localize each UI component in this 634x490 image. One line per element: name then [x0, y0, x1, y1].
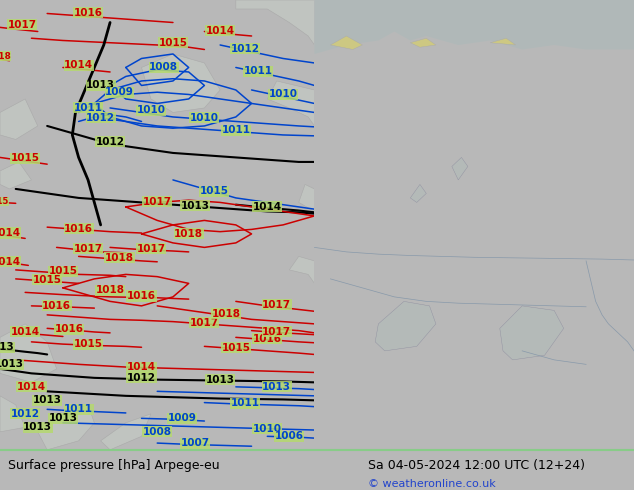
- Polygon shape: [0, 324, 56, 382]
- Text: 1009: 1009: [168, 414, 197, 423]
- Text: 1018: 1018: [96, 285, 124, 295]
- Text: 1018: 1018: [0, 52, 11, 61]
- Polygon shape: [410, 38, 436, 47]
- Polygon shape: [38, 405, 94, 450]
- Text: 1016: 1016: [127, 291, 156, 301]
- Text: 1010: 1010: [269, 90, 297, 99]
- Text: 1018: 1018: [105, 253, 134, 263]
- Text: 1012: 1012: [231, 44, 260, 53]
- Text: 1017: 1017: [136, 244, 165, 254]
- Text: 1017: 1017: [262, 327, 291, 337]
- Polygon shape: [314, 0, 634, 54]
- Polygon shape: [500, 306, 564, 360]
- Text: 1011: 1011: [221, 125, 250, 135]
- Text: 1006: 1006: [275, 431, 304, 441]
- Text: 1014: 1014: [253, 202, 282, 212]
- Text: 1014: 1014: [127, 362, 156, 372]
- Text: © weatheronline.co.uk: © weatheronline.co.uk: [368, 479, 495, 489]
- Polygon shape: [289, 256, 314, 283]
- Text: 1011: 1011: [243, 66, 273, 76]
- Polygon shape: [101, 414, 151, 450]
- Text: 1015: 1015: [158, 38, 188, 48]
- Polygon shape: [0, 99, 38, 140]
- Text: 1013: 1013: [23, 422, 52, 432]
- Text: 1014: 1014: [205, 25, 235, 36]
- Text: 1016: 1016: [74, 7, 103, 18]
- Text: 1013: 1013: [86, 80, 115, 91]
- Polygon shape: [375, 301, 436, 351]
- Text: 1014: 1014: [0, 257, 21, 267]
- Text: 1008: 1008: [149, 62, 178, 73]
- Text: 1014: 1014: [64, 60, 93, 70]
- Text: 1009: 1009: [105, 87, 134, 97]
- Text: 1015: 1015: [74, 339, 103, 349]
- Text: 1015: 1015: [199, 186, 228, 196]
- Text: 1010: 1010: [190, 113, 219, 123]
- Text: 1012: 1012: [127, 373, 156, 383]
- Text: 1015: 1015: [33, 275, 61, 285]
- Text: 1014: 1014: [0, 228, 21, 238]
- Text: 1016: 1016: [55, 324, 84, 334]
- Text: 1018: 1018: [174, 229, 203, 239]
- Text: 1016: 1016: [64, 223, 93, 234]
- Text: 1018: 1018: [212, 309, 241, 319]
- Text: 1017: 1017: [74, 244, 103, 254]
- Text: 1012: 1012: [11, 409, 40, 419]
- Text: 1010: 1010: [253, 424, 281, 434]
- Text: 1015: 1015: [0, 197, 8, 206]
- Text: 1017: 1017: [8, 20, 37, 30]
- Polygon shape: [0, 396, 25, 432]
- Text: 1017: 1017: [262, 300, 291, 310]
- Polygon shape: [330, 36, 363, 49]
- Text: 1013: 1013: [33, 395, 61, 405]
- Text: Surface pressure [hPa] Arpege-eu: Surface pressure [hPa] Arpege-eu: [8, 459, 220, 471]
- Polygon shape: [299, 184, 314, 211]
- Text: 1017: 1017: [143, 196, 172, 206]
- Text: 1012: 1012: [96, 137, 124, 147]
- Text: 1011: 1011: [74, 103, 103, 113]
- Text: 1007: 1007: [181, 438, 209, 448]
- Polygon shape: [141, 54, 220, 112]
- Text: 1014: 1014: [17, 382, 46, 392]
- Polygon shape: [268, 81, 314, 126]
- Text: 1008: 1008: [143, 427, 172, 437]
- Text: 1011: 1011: [64, 404, 93, 415]
- Text: 1015: 1015: [221, 343, 250, 353]
- Polygon shape: [0, 162, 32, 189]
- Text: 1017: 1017: [190, 318, 219, 328]
- Text: Sa 04-05-2024 12:00 UTC (12+24): Sa 04-05-2024 12:00 UTC (12+24): [368, 459, 585, 471]
- Text: 1010: 1010: [136, 105, 165, 115]
- Text: 013: 013: [0, 342, 14, 352]
- Text: 1013: 1013: [262, 382, 291, 392]
- Text: 1015: 1015: [11, 153, 40, 163]
- Polygon shape: [452, 157, 468, 180]
- Polygon shape: [410, 184, 426, 202]
- Text: 1013: 1013: [181, 200, 209, 211]
- Text: 1013: 1013: [205, 375, 235, 385]
- Polygon shape: [236, 0, 314, 45]
- Text: 1013: 1013: [48, 414, 77, 423]
- Text: 1015: 1015: [48, 266, 77, 276]
- Text: 1013: 1013: [0, 359, 24, 369]
- Text: 1012: 1012: [86, 113, 115, 123]
- Text: 1014: 1014: [11, 327, 40, 337]
- Polygon shape: [490, 38, 516, 45]
- Text: 1016: 1016: [253, 334, 281, 343]
- Text: 1011: 1011: [231, 398, 260, 409]
- Text: 1016: 1016: [42, 301, 71, 311]
